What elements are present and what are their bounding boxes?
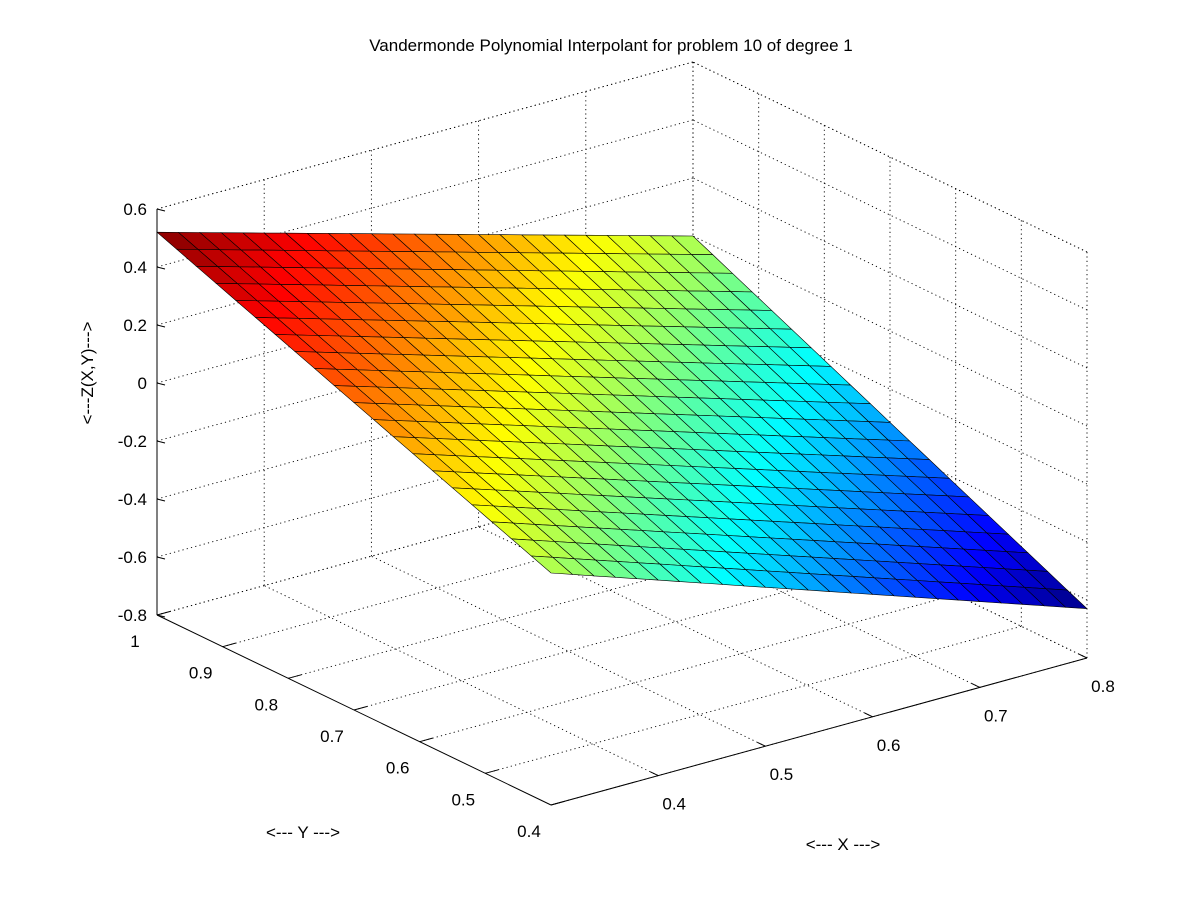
y-tick-mark	[550, 801, 565, 806]
x-tick-mark	[971, 683, 981, 688]
z-tick-label: 0.2	[123, 316, 147, 335]
z-tick-label: 0.6	[123, 200, 147, 219]
grid-line	[371, 555, 766, 747]
z-tick-mark	[156, 324, 166, 328]
x-tick-mark	[1078, 653, 1088, 659]
y-tick-mark	[156, 611, 171, 616]
y-tick-mark	[222, 642, 236, 648]
z-tick-label: 0.4	[123, 258, 147, 277]
z-tick-mark	[156, 266, 166, 270]
surface-mesh	[156, 231, 1088, 610]
y-tick-label: 0.9	[189, 664, 213, 683]
x-tick-mark	[650, 771, 659, 777]
z-axis-label: <---Z(X,Y)--->	[78, 321, 97, 424]
y-tick-label: 0.8	[254, 695, 278, 714]
x-tick-label: 0.8	[1091, 677, 1115, 696]
y-tick-label: 0.5	[451, 790, 475, 809]
chart-title: Vandermonde Polynomial Interpolant for p…	[369, 36, 853, 55]
z-tick-mark	[156, 556, 166, 560]
x-tick-mark	[864, 712, 873, 718]
surface-patch	[530, 555, 574, 575]
y-tick-mark	[419, 737, 433, 743]
x-tick-label: 0.5	[770, 765, 794, 784]
z-tick-mark	[156, 614, 166, 618]
y-tick-label: 1	[130, 632, 139, 651]
z-tick-label: -0.4	[118, 490, 147, 509]
y-tick-mark	[353, 706, 368, 711]
z-tick-label: -0.6	[118, 548, 147, 567]
z-tick-label: -0.2	[118, 432, 147, 451]
y-tick-mark	[485, 769, 499, 774]
y-tick-label: 0.7	[320, 727, 344, 746]
z-tick-mark	[156, 208, 166, 212]
x-tick-mark	[757, 741, 766, 747]
x-axis-label: <--- X --->	[806, 835, 881, 854]
x-axis-line	[550, 657, 1088, 806]
y-axis-label: <--- Y --->	[266, 823, 340, 842]
y-tick-label: 0.6	[386, 759, 410, 778]
axis-lines	[156, 208, 1088, 806]
z-tick-mark	[156, 382, 166, 386]
tick-labels: 0.4 0.5 0.6 0.7 0.8 0.4 0.5 0.6 0.7 0.8 0.9 1 -0.8 -0…	[118, 200, 1115, 841]
grid-line	[156, 61, 694, 210]
z-tick-label: 0	[138, 374, 147, 393]
grid-line	[419, 594, 956, 743]
z-tick-label: -0.8	[118, 606, 147, 625]
y-tick-label: 0.4	[517, 822, 541, 841]
y-tick-mark	[288, 674, 302, 679]
x-tick-label: 0.7	[984, 706, 1008, 725]
x-tick-label: 0.4	[662, 795, 686, 814]
grid-line	[485, 625, 1022, 774]
z-tick-mark	[156, 440, 166, 444]
x-tick-label: 0.6	[877, 736, 901, 755]
z-tick-mark	[156, 498, 166, 502]
